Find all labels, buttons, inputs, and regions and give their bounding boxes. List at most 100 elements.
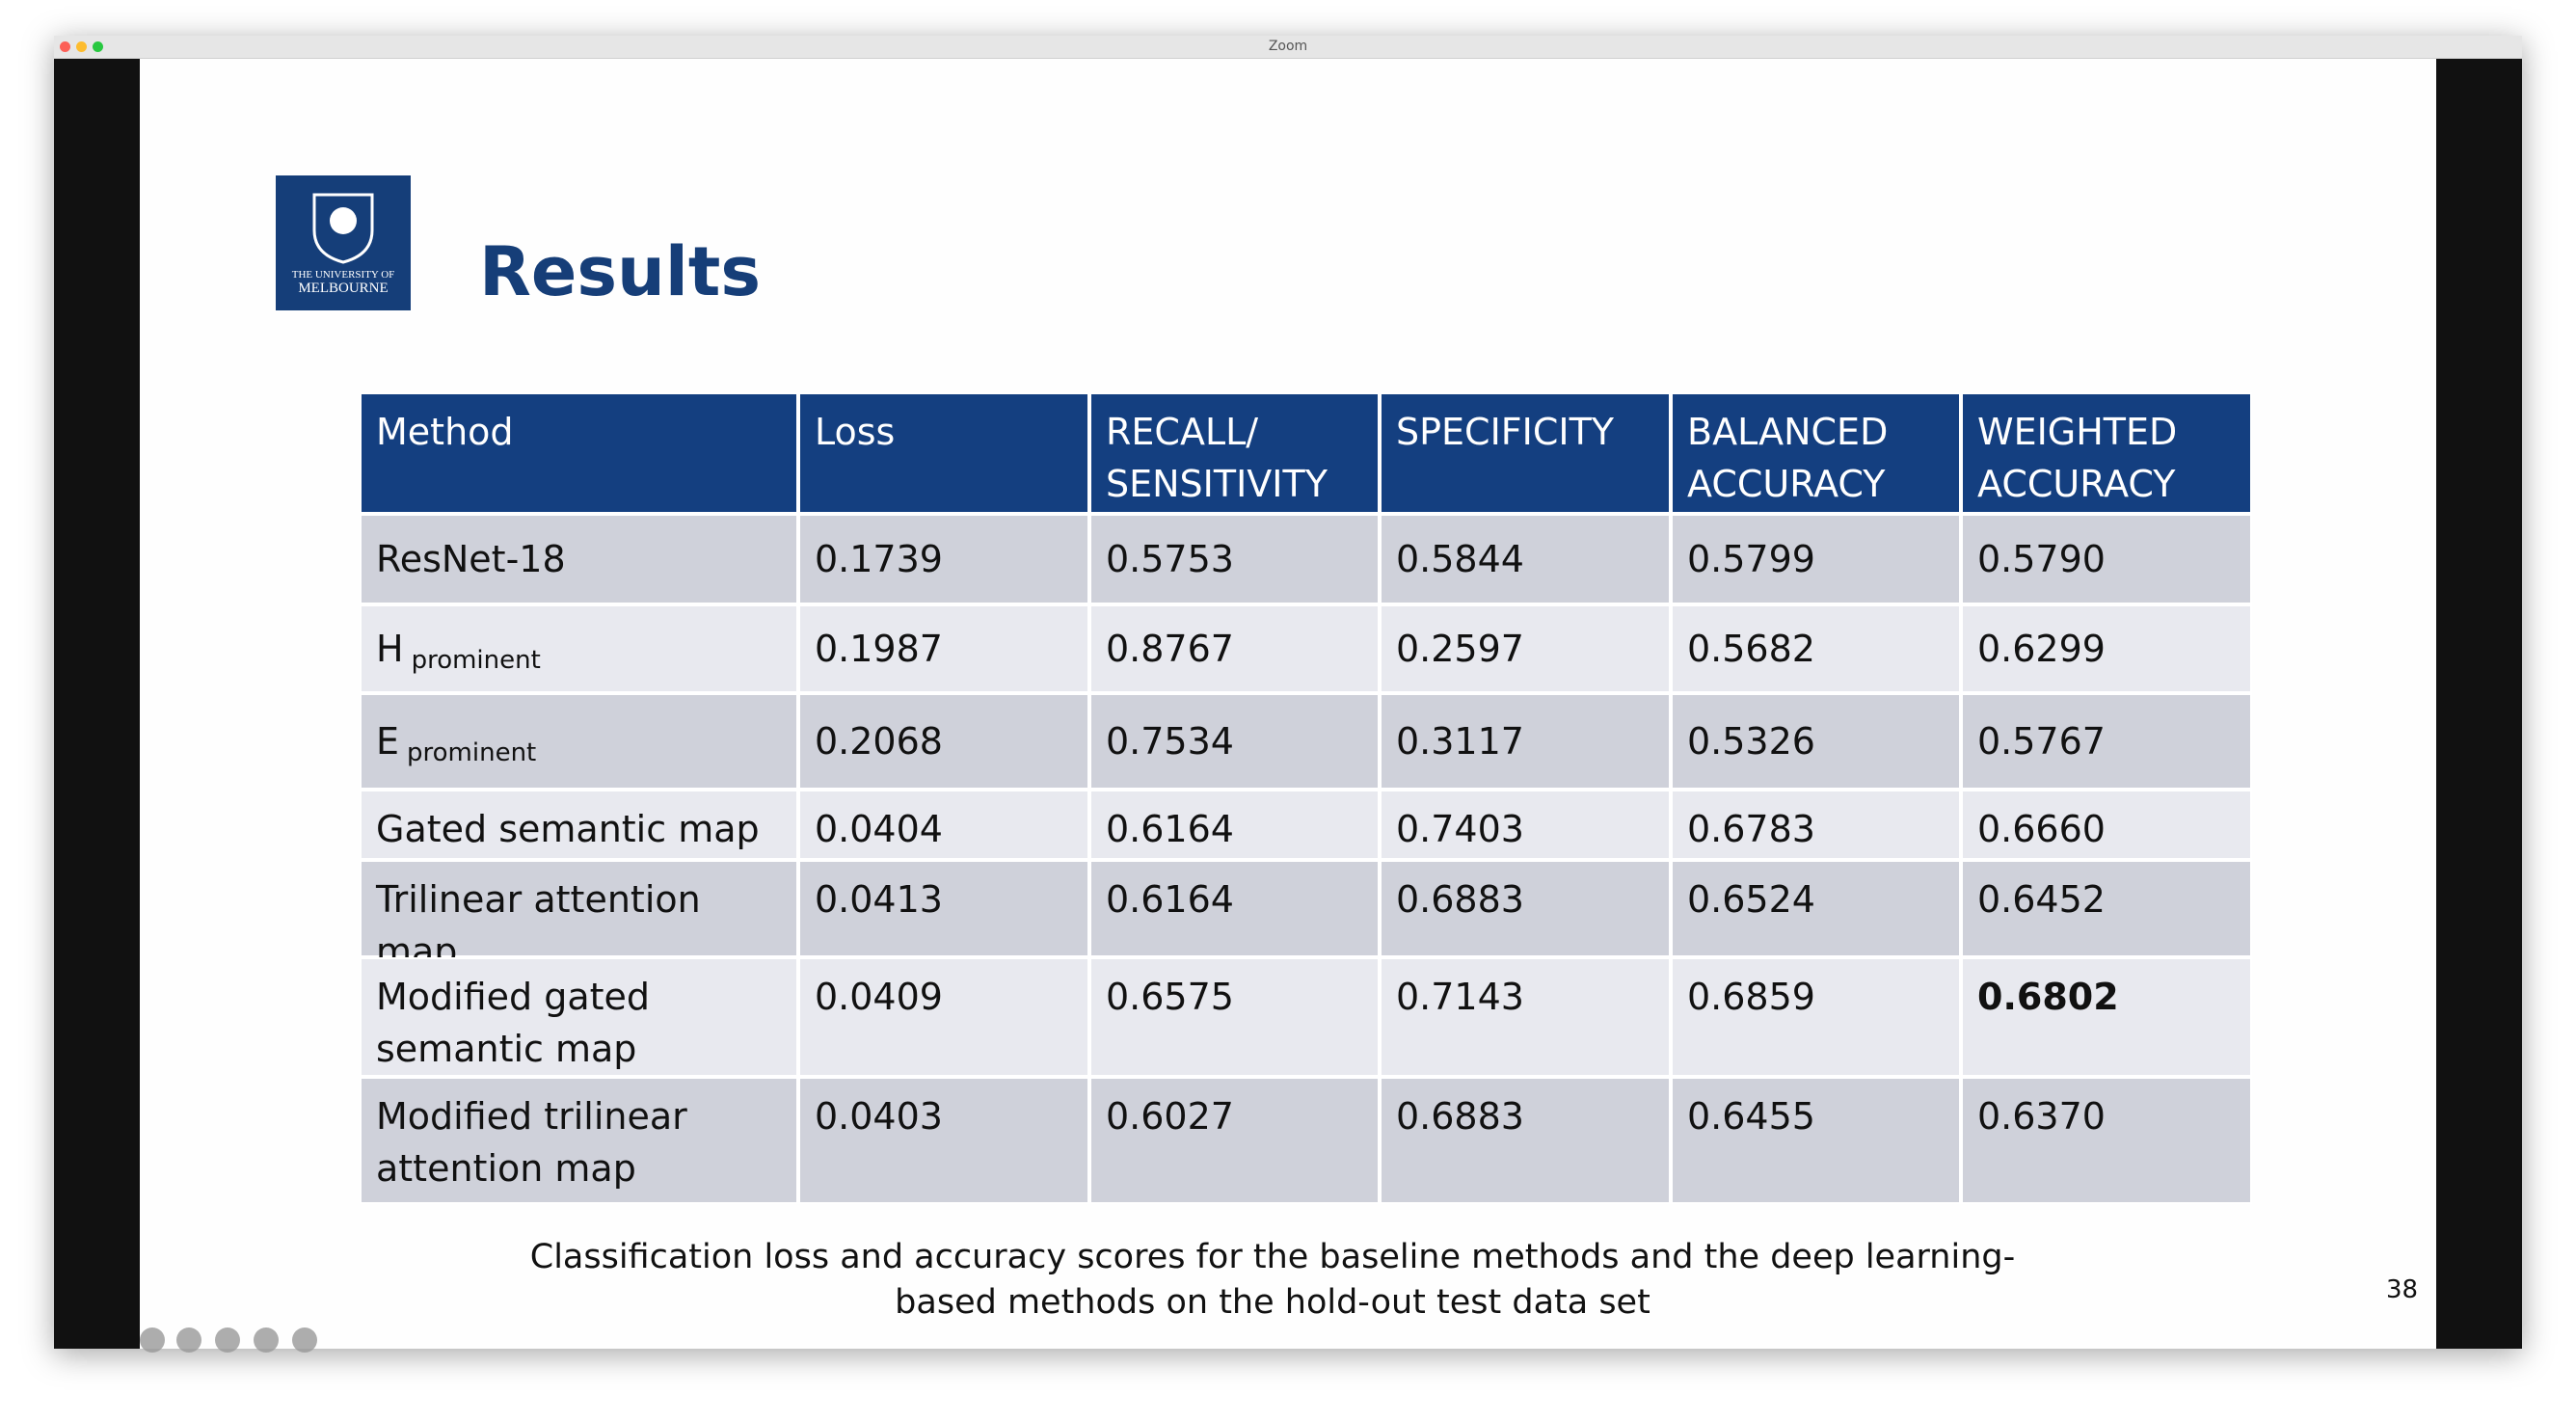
header-text: BALANCED ACCURACY — [1687, 411, 1889, 505]
table-cell: 0.1739 — [798, 514, 1089, 604]
score: 0.0404 — [815, 808, 943, 850]
score: 0.6883 — [1396, 878, 1524, 921]
table-cell: 0.2068 — [798, 693, 1089, 790]
table-cell: Gated semantic map — [360, 790, 798, 860]
header-text: Method — [376, 411, 514, 453]
minimize-button[interactable] — [76, 41, 87, 52]
table-cell: 0.6299 — [1961, 604, 2252, 693]
score: 0.6370 — [1977, 1095, 2106, 1138]
table-cell: 0.6027 — [1089, 1077, 1380, 1204]
table-cell: 0.3117 — [1380, 693, 1671, 790]
table-cell: 0.5767 — [1961, 693, 2252, 790]
header-cell: Loss — [798, 392, 1089, 514]
score: 0.2068 — [815, 720, 943, 763]
more-button[interactable] — [254, 1327, 279, 1353]
table-cell: Trilinear attention map — [360, 860, 798, 973]
score: 0.5682 — [1687, 628, 1815, 670]
header-text: Loss — [815, 411, 896, 453]
crest — [312, 193, 374, 264]
score: 0.7534 — [1106, 720, 1234, 763]
header-text: SPECIFICITY — [1396, 411, 1615, 453]
score: 0.6575 — [1106, 976, 1234, 1018]
score: 0.1987 — [815, 628, 943, 670]
score: 0.5844 — [1396, 538, 1524, 580]
table-cell: 0.6164 — [1089, 790, 1380, 860]
logo-text: THE UNIVERSITY OF — [291, 269, 395, 281]
logo-text: MELBOURNE — [298, 281, 389, 296]
next-button[interactable] — [292, 1327, 317, 1353]
table-cell: 0.6883 — [1380, 860, 1671, 957]
score: 0.8767 — [1106, 628, 1234, 670]
prev-button[interactable] — [140, 1327, 165, 1353]
table-cell: 0.1987 — [798, 604, 1089, 693]
table-cell: 0.6455 — [1671, 1077, 1961, 1204]
maximize-button[interactable] — [93, 41, 103, 52]
method-name: Modified gated semantic map — [376, 976, 651, 1070]
score: 0.5767 — [1977, 720, 2106, 763]
header-text: WEIGHTED ACCURACY — [1977, 411, 2178, 505]
score: 0.0413 — [815, 878, 943, 921]
table-cell: 0.5844 — [1380, 514, 1671, 604]
score: 0.6802 — [1977, 976, 2119, 1018]
table-cell: 0.8767 — [1089, 604, 1380, 693]
table-cell: 0.0409 — [798, 957, 1089, 1077]
grid-button[interactable] — [215, 1327, 240, 1353]
score: 0.6452 — [1977, 878, 2106, 921]
score: 0.6299 — [1977, 628, 2106, 670]
table-cell: 0.6783 — [1671, 790, 1961, 860]
header-text: RECALL/ SENSITIVITY — [1106, 411, 1328, 505]
score: 0.6524 — [1687, 878, 1815, 921]
method-name: E — [376, 720, 400, 763]
method-name: Gated semantic map — [376, 808, 760, 850]
score: 0.6859 — [1687, 976, 1815, 1018]
table-cell: 0.5799 — [1671, 514, 1961, 604]
header-cell: BALANCED ACCURACY — [1671, 392, 1961, 514]
method-name: H — [376, 628, 404, 670]
score: 0.5326 — [1687, 720, 1815, 763]
close-button[interactable] — [60, 41, 70, 52]
method-subscript: prominent — [411, 646, 541, 675]
score: 0.5753 — [1106, 538, 1234, 580]
score: 0.3117 — [1396, 720, 1524, 763]
header-cell: Method — [360, 392, 798, 514]
score: 0.2597 — [1396, 628, 1524, 670]
score: 0.7143 — [1396, 976, 1524, 1018]
table-cell: ResNet-18 — [360, 514, 798, 604]
header-cell: SPECIFICITY — [1380, 392, 1671, 514]
header-cell: RECALL/ SENSITIVITY — [1089, 392, 1380, 514]
university-logo: THE UNIVERSITY OF MELBOURNE — [276, 175, 411, 310]
score: 0.6164 — [1106, 878, 1234, 921]
method-subscript: prominent — [407, 738, 537, 767]
table-cell: Modified gated semantic map — [360, 957, 798, 1077]
score: 0.7403 — [1396, 808, 1524, 850]
table-cell: 0.7534 — [1089, 693, 1380, 790]
table-cell: 0.2597 — [1380, 604, 1671, 693]
table-cell: 0.6802 — [1961, 957, 2252, 1077]
score: 0.1739 — [815, 538, 943, 580]
method-name: Trilinear attention map — [376, 878, 701, 973]
zoom-window: Zoom THE UNIVERSITY OF MELBOURNE Results… — [54, 36, 2522, 1353]
table-cell: 0.5753 — [1089, 514, 1380, 604]
slide-title: Results — [479, 232, 761, 311]
table-cell: 0.6575 — [1089, 957, 1380, 1077]
table-cell: 0.6660 — [1961, 790, 2252, 860]
table-cell: 0.5326 — [1671, 693, 1961, 790]
score: 0.6455 — [1687, 1095, 1815, 1138]
score: 0.5790 — [1977, 538, 2106, 580]
table-cell: 0.7143 — [1380, 957, 1671, 1077]
score: 0.0409 — [815, 976, 943, 1018]
title-bar: Zoom — [54, 36, 2522, 59]
table-cell: 0.0403 — [798, 1077, 1089, 1204]
table-cell: 0.6452 — [1961, 860, 2252, 957]
header-cell: WEIGHTED ACCURACY — [1961, 392, 2252, 514]
pen-button[interactable] — [176, 1327, 201, 1353]
table-cell: 0.6370 — [1961, 1077, 2252, 1204]
score: 0.5799 — [1687, 538, 1815, 580]
caption: Classification loss and accuracy scores … — [529, 1238, 2016, 1322]
table-cell: 0.6164 — [1089, 860, 1380, 957]
slide: THE UNIVERSITY OF MELBOURNE Results Meth… — [140, 59, 2436, 1353]
table-cell: 0.5790 — [1961, 514, 2252, 604]
